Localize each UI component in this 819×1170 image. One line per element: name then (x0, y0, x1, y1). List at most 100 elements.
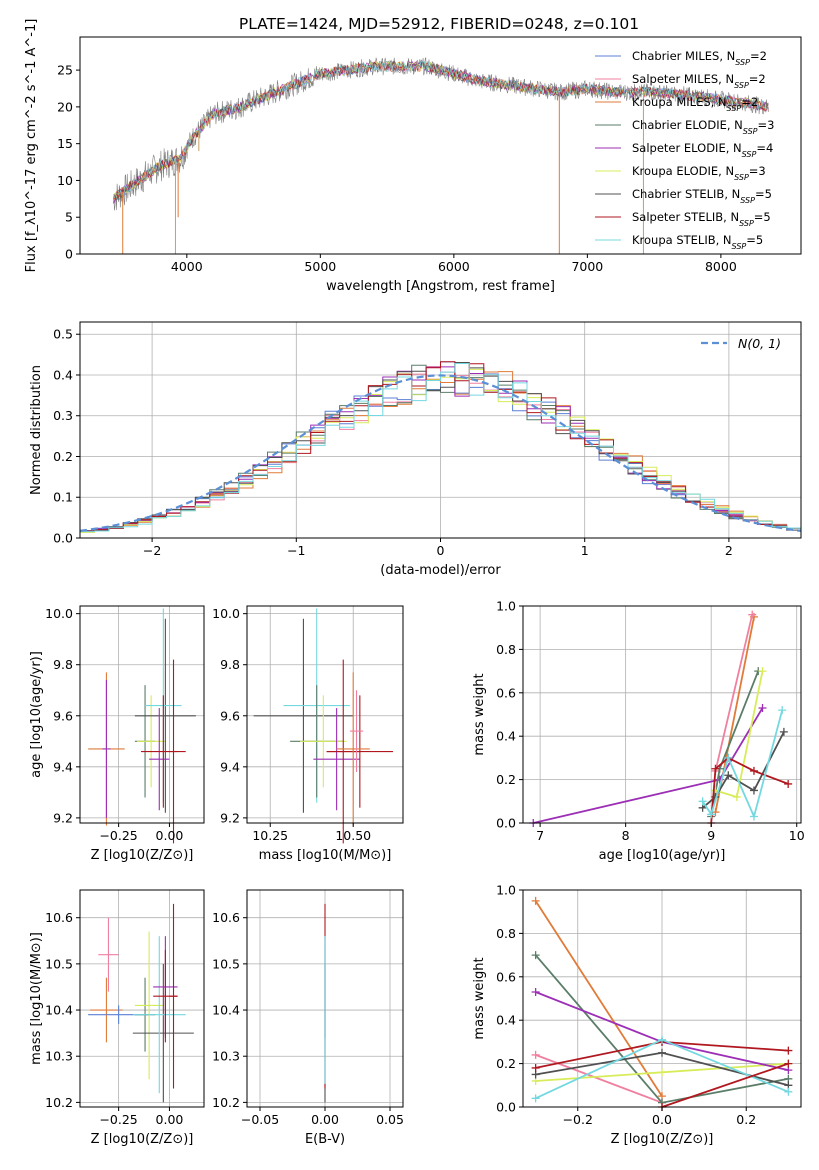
series-line (701, 709, 784, 820)
legend-label: Kroupa STELIB, NSSP=5 (632, 233, 763, 251)
legend-label: Chabrier MILES, NSSP=2 (632, 49, 767, 67)
x-tick-label: 0.05 (376, 1112, 404, 1127)
panel-residual-histogram: −2 −1 0 1 2 0.0 0.1 0.2 0.3 0.4 0.5 (data-model)/er… (29, 321, 802, 578)
y-tick-label: 10.3 (45, 1049, 73, 1064)
y-axis-label: mass weight (472, 673, 487, 755)
histogram-step (80, 366, 801, 533)
legend-label: Chabrier ELODIE, NSSP=3 (632, 118, 774, 136)
y-tick-label: 15 (57, 136, 73, 151)
y-tick-label: 10.6 (45, 910, 73, 925)
data-point-marker (658, 1035, 666, 1044)
plot-frame (522, 605, 802, 824)
y-tick-label: 20 (57, 99, 73, 114)
data-point-marker (784, 1059, 793, 1068)
histogram-step (80, 364, 801, 532)
x-tick-label: 0.0 (652, 1112, 672, 1127)
model-fit-line (113, 60, 769, 200)
data-point-marker (749, 812, 758, 821)
data-point-marker (778, 706, 787, 715)
data-point-marker (531, 1050, 540, 1059)
y-tick-label: 9.6 (53, 708, 73, 723)
y-tick-label: 10.4 (212, 1003, 240, 1018)
data-point-marker (531, 896, 540, 905)
y-tick-label: 10.5 (45, 956, 73, 971)
data-point-marker (758, 703, 767, 712)
x-tick-label: 4000 (171, 259, 203, 274)
y-tick-label: 10.0 (212, 606, 240, 621)
x-tick-label: 10.50 (335, 828, 371, 843)
data-point-marker (784, 1046, 793, 1055)
y-tick-label: 0.6 (496, 969, 516, 984)
x-axis-label: Z [log10(Z/Z⊙)] (91, 1132, 194, 1147)
y-tick-label: 10.4 (45, 1003, 73, 1018)
y-tick-label: 25 (57, 63, 73, 78)
data-point-marker (711, 764, 720, 773)
legend-label: Kroupa ELODIE, NSSP=3 (632, 164, 766, 182)
y-tick-label: 10.5 (212, 956, 240, 971)
y-tick-label: 10.6 (212, 910, 240, 925)
y-tick-label: 9.4 (220, 759, 240, 774)
x-tick-label: 7 (536, 828, 544, 843)
y-tick-label: 10.3 (212, 1049, 240, 1064)
y-tick-label: 0.4 (53, 367, 73, 382)
legend-label: Salpeter MILES, NSSP=2 (632, 72, 766, 90)
data-point-marker (531, 951, 540, 960)
x-tick-label: 8 (622, 828, 630, 843)
y-tick-label: 0.2 (53, 449, 73, 464)
legend-label: Salpeter STELIB, NSSP=5 (632, 210, 771, 228)
data-point-marker (707, 810, 716, 819)
data-point-marker (749, 786, 758, 795)
y-tick-label: 9.8 (53, 657, 73, 672)
panel-mass-vs-Z: −0.25 0.00 10.2 10.3 10.4 10.5 10.6 Z [log10(Z/… (29, 889, 205, 1147)
x-tick-label: 9 (707, 828, 715, 843)
x-tick-label: −0.05 (241, 1112, 279, 1127)
data-point-marker (531, 987, 540, 996)
y-tick-label: 9.2 (53, 810, 73, 825)
series-line (661, 1062, 789, 1108)
x-tick-label: 0.00 (311, 1112, 339, 1127)
data-point-marker (758, 667, 767, 676)
x-axis-label: Z [log10(Z/Z⊙)] (611, 1132, 714, 1147)
legend-label: Kroupa MILES, NSSP=2 (632, 95, 758, 113)
x-tick-label: −1 (287, 543, 305, 558)
y-tick-label: 0.4 (496, 1013, 516, 1028)
y-axis-label: Normed distribution (29, 365, 44, 495)
y-axis-label: age [log10(age/yr)] (29, 651, 44, 778)
panel-mass-weight-vs-Z: −0.2 0.0 0.2 0.0 0.2 0.4 0.6 0.8 1.0 Z [log10(Z/Z… (472, 883, 802, 1147)
y-tick-label: 0.8 (496, 642, 516, 657)
x-tick-label: −0.25 (99, 828, 137, 843)
y-axis-label: mass weight (472, 957, 487, 1039)
model-fit-line (113, 61, 769, 204)
x-axis-label: mass [log10(M/M⊙)] (259, 848, 392, 863)
x-axis-label: (data-model)/error (380, 563, 501, 578)
plot-frame (246, 605, 404, 824)
data-point-marker (724, 753, 733, 762)
y-tick-label: 9.6 (220, 708, 240, 723)
y-tick-label: 10 (57, 173, 73, 188)
y-tick-label: 0.4 (496, 729, 516, 744)
data-point-marker (658, 1048, 666, 1057)
legend-label: Chabrier STELIB, NSSP=5 (632, 187, 772, 205)
y-tick-label: 0.3 (53, 408, 73, 423)
x-tick-label: 6000 (438, 259, 470, 274)
y-tick-label: 0.6 (496, 685, 516, 700)
data-point-marker (748, 610, 757, 619)
x-tick-label: 0.2 (736, 1112, 756, 1127)
y-tick-label: 0.5 (53, 327, 73, 342)
y-tick-label: 1.0 (496, 599, 516, 614)
x-tick-label: 2 (725, 543, 733, 558)
series-line (710, 756, 789, 824)
panel-mass-vs-ebv: −0.05 0.00 0.05 10.2 10.3 10.4 10.5 10.6 E(B-V) (212, 889, 404, 1147)
panel-mass-weight-vs-age: 7 8 9 10 0.0 0.2 0.4 0.6 0.8 1.0 age [log10(age/yr… (472, 599, 805, 864)
x-tick-label: 0.00 (156, 828, 184, 843)
data-point-marker (724, 771, 733, 780)
data-point-marker (784, 779, 793, 788)
x-axis-label: E(B-V) (305, 1132, 345, 1147)
data-point-marker (658, 1068, 666, 1077)
y-tick-label: 0.2 (496, 1056, 516, 1071)
x-axis-label: age [log10(age/yr)] (599, 848, 726, 863)
y-tick-label: 5 (65, 210, 73, 225)
y-tick-label: 0.1 (53, 490, 73, 505)
y-tick-label: 9.8 (220, 657, 240, 672)
